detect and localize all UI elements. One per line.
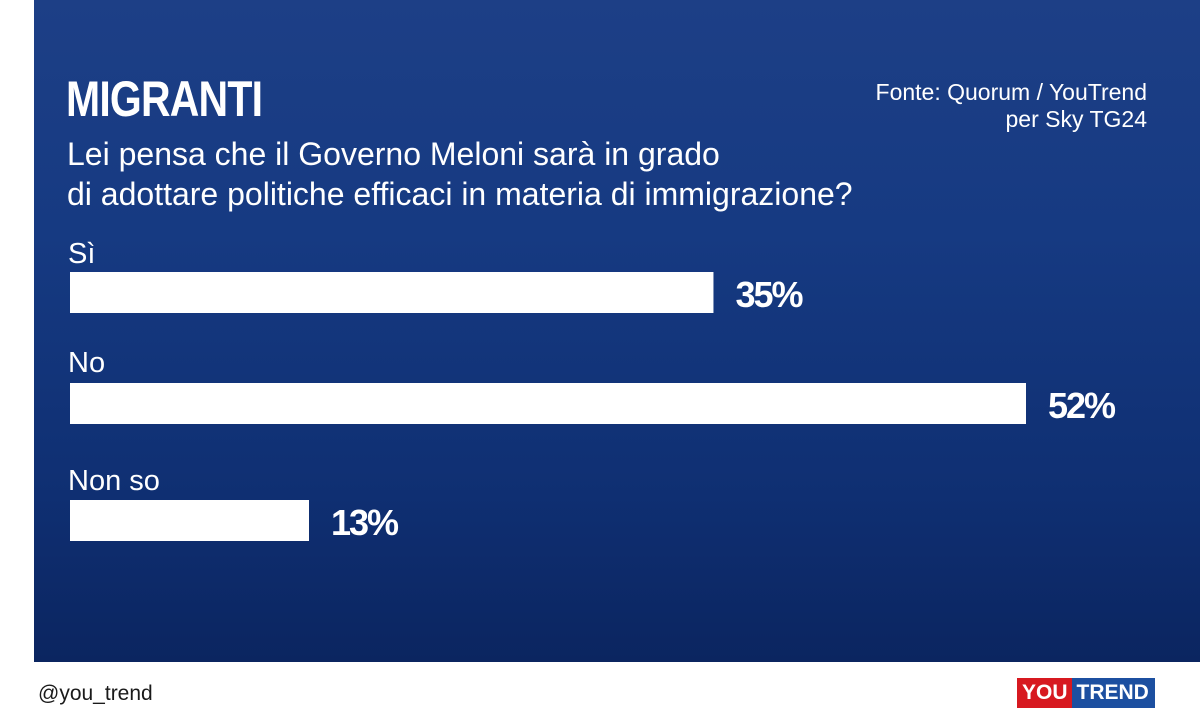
poll-panel: MIGRANTI Fonte: Quorum / YouTrend per Sk…: [34, 0, 1200, 662]
chart-title: MIGRANTI: [66, 71, 263, 127]
poll-question: Lei pensa che il Governo Meloni sarà in …: [67, 134, 1117, 214]
question-line-1: Lei pensa che il Governo Meloni sarà in …: [67, 136, 720, 172]
youtrend-logo: YOU TREND: [1017, 678, 1155, 708]
bar-non-so: [70, 500, 309, 541]
source-line-1: Fonte: Quorum / YouTrend: [875, 79, 1147, 105]
logo-you-text: YOU: [1017, 678, 1072, 708]
source-line-2: per Sky TG24: [1005, 106, 1147, 132]
source-note: Fonte: Quorum / YouTrend per Sky TG24: [727, 79, 1147, 133]
category-label-non-so: Non so: [68, 465, 160, 497]
social-handle: @you_trend: [38, 682, 153, 705]
bar-chart: Sì 35% No 52% Non so 13%: [68, 238, 1118, 543]
category-label-s: Sì: [68, 238, 95, 270]
value-label-non-so: 13%: [331, 502, 399, 543]
value-label-no: 52%: [1048, 385, 1116, 426]
value-label-s: 35%: [735, 274, 803, 315]
question-line-2: di adottare politiche efficaci in materi…: [67, 176, 853, 212]
category-label-no: No: [68, 347, 105, 379]
logo-trend-text: TREND: [1071, 678, 1155, 708]
left-margin-strip: [0, 0, 34, 662]
bar-s: [70, 272, 714, 313]
bar-no: [70, 383, 1026, 424]
footer-bar: @you_trend YOU TREND: [0, 662, 1200, 724]
